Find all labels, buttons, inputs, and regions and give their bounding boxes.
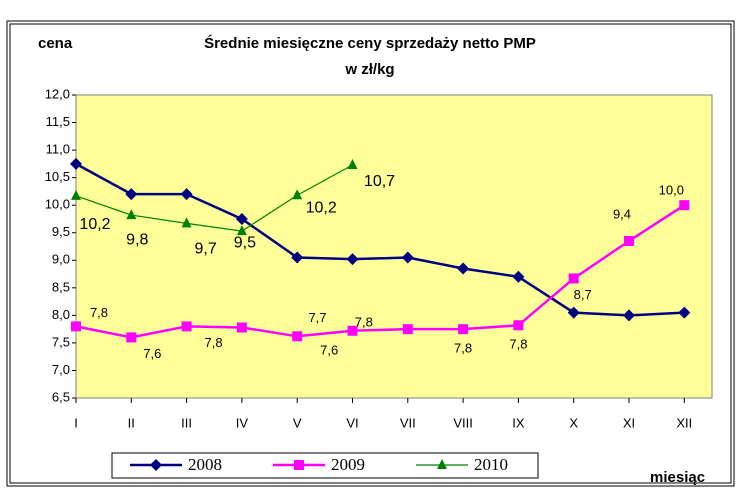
data-label: 7,7 — [308, 310, 326, 325]
point — [181, 217, 192, 228]
data-label: 10,0 — [659, 183, 684, 198]
x-tick-label: XII — [676, 415, 692, 430]
y-tick-label: 9,0 — [52, 252, 70, 267]
legend-label: 2008 — [188, 455, 222, 474]
point — [292, 189, 303, 200]
y-tick-label: 11,5 — [46, 114, 70, 129]
legend-label: 2009 — [331, 455, 365, 474]
x-tick-label: V — [293, 415, 302, 430]
data-label: 9,8 — [126, 231, 148, 248]
point — [70, 157, 82, 170]
point — [292, 331, 303, 342]
data-label: 7,8 — [90, 305, 108, 320]
point — [347, 325, 358, 336]
point — [71, 321, 81, 332]
data-label: 10,2 — [306, 199, 337, 216]
data-label: 7,6 — [320, 343, 338, 358]
legend-marker — [150, 459, 162, 471]
point — [401, 251, 414, 264]
point — [291, 251, 304, 264]
point — [457, 262, 470, 275]
point — [181, 321, 192, 332]
legend-marker — [437, 459, 447, 469]
x-axis-label: miesiąc — [650, 469, 705, 486]
point — [623, 309, 635, 322]
point — [125, 188, 138, 201]
x-tick-label: IX — [512, 415, 525, 430]
x-tick-label: VIII — [453, 415, 473, 430]
y-tick-label: 12,0 — [45, 86, 70, 101]
x-tick-label: IV — [236, 415, 249, 430]
data-label: 9,7 — [194, 241, 216, 258]
x-tick-label: III — [181, 415, 192, 430]
point — [236, 322, 247, 333]
y-tick-label: 7,0 — [52, 362, 70, 377]
y-tick-label: 10,0 — [45, 197, 70, 212]
point — [347, 158, 358, 169]
point — [678, 306, 691, 319]
point — [568, 273, 579, 284]
chart-subtitle: w zł/kg — [344, 61, 394, 78]
point — [458, 324, 469, 335]
point — [236, 225, 247, 236]
chart-title: Średnie miesięczne ceny sprzedaży netto … — [204, 34, 536, 52]
series-line — [75, 164, 353, 232]
frame — [6, 20, 735, 487]
data-label: 7,8 — [355, 315, 373, 330]
point — [235, 212, 248, 225]
point — [402, 324, 413, 335]
point — [567, 306, 580, 319]
data-label: 7,8 — [454, 341, 472, 356]
data-label: 10,2 — [79, 216, 110, 233]
legend-label: 2010 — [474, 455, 508, 474]
data-label: 9,5 — [234, 234, 256, 251]
frame-inner — [9, 23, 732, 484]
plot-area — [75, 94, 713, 399]
y-tick-label: 8,5 — [52, 279, 70, 294]
point — [346, 253, 359, 266]
data-label: 8,7 — [574, 287, 592, 302]
x-tick-label: X — [569, 415, 578, 430]
legend-marker — [294, 460, 304, 470]
point — [624, 235, 634, 246]
y-tick-label: 6,5 — [52, 389, 70, 404]
series-line — [75, 204, 685, 339]
x-tick-label: XI — [623, 415, 635, 430]
series-line — [75, 162, 685, 317]
data-label: 7,8 — [205, 335, 223, 350]
point — [180, 188, 193, 201]
point — [126, 332, 137, 343]
point — [512, 270, 525, 283]
point — [71, 189, 81, 200]
y-tick-label: 7,5 — [52, 334, 70, 349]
point — [679, 200, 690, 211]
data-label: 7,8 — [509, 337, 527, 352]
x-tick-label: I — [74, 415, 78, 430]
point — [126, 209, 137, 220]
y-tick-label: 8,0 — [52, 307, 70, 322]
y-tick-label: 10,5 — [45, 169, 70, 184]
y-tick-label: 9,5 — [52, 224, 70, 239]
data-label: 9,4 — [613, 206, 631, 221]
x-tick-label: VII — [400, 415, 416, 430]
y-tick-label: 11,0 — [46, 142, 70, 157]
point — [513, 320, 524, 331]
x-tick-label: VI — [346, 415, 358, 430]
y-axis-label: cena — [38, 35, 73, 52]
x-tick-label: II — [128, 415, 135, 430]
data-label: 7,6 — [143, 346, 161, 361]
data-label: 10,7 — [364, 173, 395, 190]
